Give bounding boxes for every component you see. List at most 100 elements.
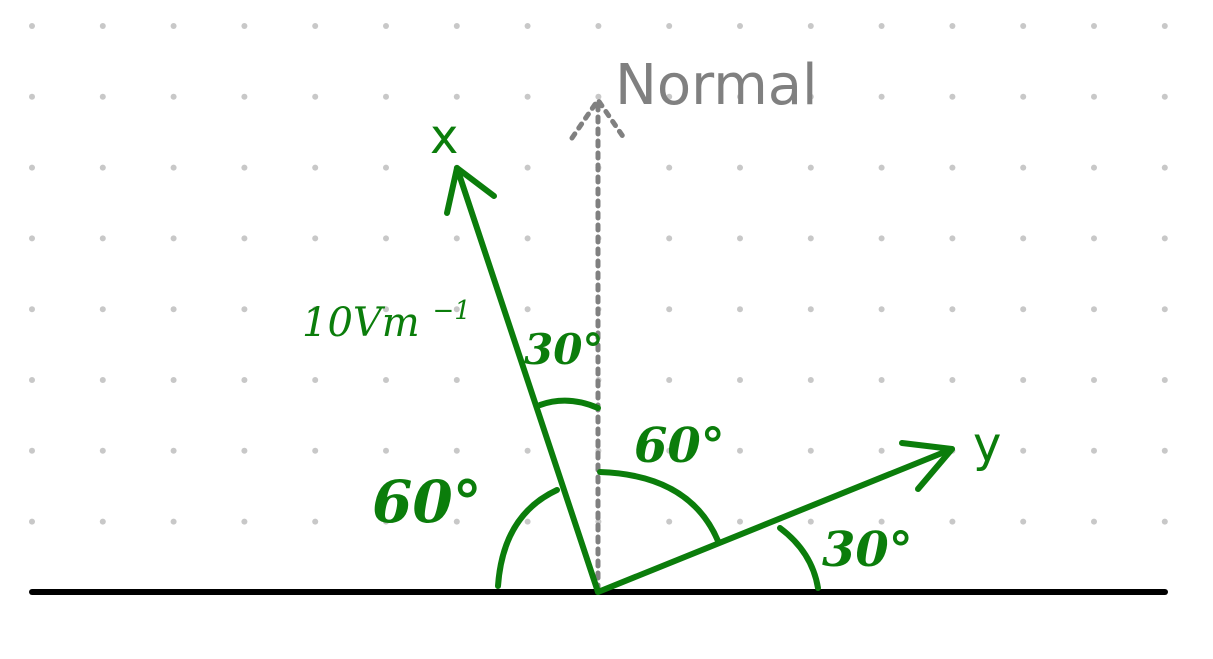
grid-dot [241, 377, 248, 383]
grid-dot [241, 518, 248, 525]
grid-dot [1161, 93, 1168, 100]
grid-dot [453, 93, 460, 100]
grid-dot [737, 447, 743, 454]
y-vector [595, 440, 955, 595]
grid-dot [666, 447, 673, 454]
grid-dot [241, 447, 248, 454]
grid-dot [878, 93, 885, 100]
normal-label: Normal [615, 53, 818, 118]
grid-dot [807, 447, 814, 454]
grid-dot [29, 93, 35, 100]
grid-dot [878, 164, 885, 171]
grid-dot [99, 93, 106, 100]
grid-dot [949, 164, 956, 171]
grid-dot [1091, 93, 1097, 100]
grid-dot [595, 93, 602, 100]
grid-dot [1020, 235, 1027, 242]
grid-dot [949, 377, 956, 383]
grid-dot [170, 306, 177, 313]
grid-dot [807, 377, 814, 383]
grid-dot [383, 235, 389, 242]
grid-dot [1020, 377, 1027, 383]
grid-dot [807, 93, 814, 100]
grid-dot [1020, 93, 1027, 100]
grid-dot [383, 23, 389, 29]
angle-label-y-surface: 30° [822, 522, 913, 578]
grid-dot [1091, 235, 1097, 242]
grid-dot [383, 306, 389, 313]
grid-dot [1020, 447, 1027, 454]
grid-dot [1020, 518, 1027, 525]
grid-dot [737, 306, 743, 313]
grid-dot [878, 377, 885, 383]
grid-dot [1091, 377, 1097, 383]
grid-dot [595, 23, 602, 29]
grid-dot [383, 518, 389, 525]
grid-dot [99, 23, 106, 29]
angle-arc-normal-y [597, 469, 721, 544]
grid-dot [1161, 377, 1168, 383]
grid-dot [99, 377, 106, 383]
grid-dot [737, 93, 743, 100]
grid-dot [170, 518, 177, 525]
grid-dot [241, 23, 248, 29]
grid-dot [524, 164, 531, 171]
grid-dot [1091, 447, 1097, 454]
angle-label-x-normal: 30° [524, 325, 603, 374]
grid-dot [524, 235, 531, 242]
grid-dot [878, 23, 885, 29]
grid-dot [383, 377, 389, 383]
grid-dot [666, 164, 673, 171]
grid-dot [170, 377, 177, 383]
angle-arc-y-surface [777, 525, 821, 591]
angle-label-surface-x: 60° [372, 468, 482, 536]
grid-dot [453, 235, 460, 242]
grid-dot [241, 93, 248, 100]
grid-dot [170, 235, 177, 242]
grid-dot [949, 235, 956, 242]
grid-dot [241, 235, 248, 242]
grid-dot [524, 518, 531, 525]
grid-dot [666, 235, 673, 242]
grid-dot [29, 235, 35, 242]
grid-dot [1161, 164, 1168, 171]
grid-dot [99, 235, 106, 242]
grid-dot [1020, 164, 1027, 171]
grid-dot [878, 235, 885, 242]
magnitude-label: 10Vm −1 [302, 296, 471, 346]
grid-dot [312, 377, 319, 383]
grid-dot [666, 93, 673, 100]
magnitude-superscript: −1 [432, 296, 470, 326]
grid-dot [312, 447, 319, 454]
grid-dot [737, 23, 743, 29]
grid-dot [878, 306, 885, 313]
grid-dot [737, 164, 743, 171]
grid-dot [1091, 23, 1097, 29]
grid-dot [524, 306, 531, 313]
y-axis-label: y [973, 417, 1001, 473]
x-axis-label: x [430, 109, 458, 165]
grid-dot [99, 164, 106, 171]
grid-dot [949, 93, 956, 100]
grid-dot [807, 23, 814, 29]
grid-dot [524, 447, 531, 454]
grid-dot [878, 447, 885, 454]
grid-dot [99, 447, 106, 454]
grid-dot [312, 93, 319, 100]
grid-dot [29, 447, 35, 454]
grid-dot [524, 23, 531, 29]
x-vector [444, 165, 601, 595]
grid-dot [1020, 23, 1027, 29]
grid-dot [241, 306, 248, 313]
grid-dot [170, 447, 177, 454]
grid-dot [878, 518, 885, 525]
grid-dot [737, 518, 743, 525]
grid-dot [807, 518, 814, 525]
magnitude-main: 10Vm [302, 300, 420, 346]
grid-dot [1161, 306, 1168, 313]
grid-dot [1161, 518, 1168, 525]
grid-dot [949, 518, 956, 525]
grid-dot [99, 518, 106, 525]
grid-dot [453, 447, 460, 454]
grid-dot [453, 518, 460, 525]
